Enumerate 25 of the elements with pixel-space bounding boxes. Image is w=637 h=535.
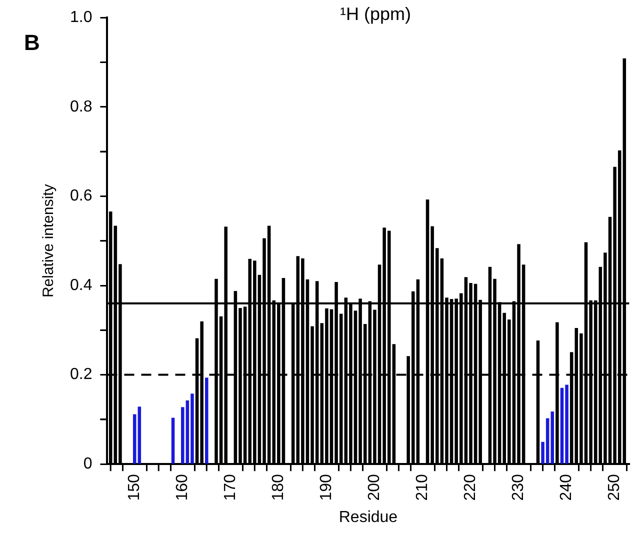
y-tick-label: 0 [83, 456, 92, 473]
x-tick-label: 190 [318, 474, 336, 501]
y-axis-title: Relative intensity [40, 184, 58, 298]
annotation: ¹H (ppm) [340, 4, 411, 25]
y-tick-label: 0.6 [70, 188, 92, 205]
y-tick-label: 0.2 [70, 366, 92, 384]
x-tick-label: 160 [174, 474, 192, 501]
x-tick-label: 250 [606, 474, 624, 501]
x-axis-title: Residue [338, 508, 398, 526]
x-tick-label: 210 [414, 474, 432, 501]
text: B [24, 30, 40, 56]
y-tick-label: 0.8 [70, 98, 92, 116]
x-tick-label: 150 [126, 474, 144, 501]
bar [171, 418, 175, 464]
x-tick-label: 230 [510, 474, 528, 501]
x-tick-label: 220 [462, 474, 480, 501]
bar [132, 414, 136, 464]
y-tick-label: 1.0 [70, 9, 92, 26]
x-tick-label: 200 [366, 474, 384, 501]
bar [138, 406, 142, 464]
y-tick-label: 0.4 [70, 276, 92, 294]
x-tick-label: 170 [222, 474, 240, 501]
x-tick-label: 240 [558, 474, 576, 501]
bar [205, 378, 208, 464]
x-tick-label: 180 [270, 474, 288, 501]
